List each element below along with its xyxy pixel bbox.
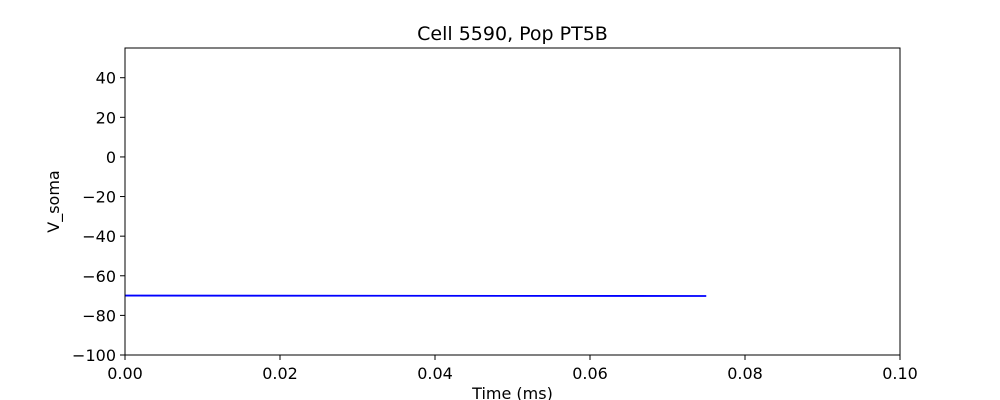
y-tick-label: −100	[72, 346, 116, 365]
x-tick-label: 0.00	[107, 364, 143, 383]
y-tick-label: −80	[82, 306, 116, 325]
y-tick-label: −20	[82, 188, 116, 207]
x-tick-label: 0.04	[417, 364, 453, 383]
chart-title: Cell 5590, Pop PT5B	[417, 23, 608, 45]
axes-frame	[124, 47, 901, 356]
y-tick-label: 0	[106, 148, 116, 167]
y-axis-ticks: −100 −80 −60 −40 −20 0 20 40	[72, 69, 125, 365]
y-tick-label: 20	[96, 108, 116, 127]
x-tick-label: 0.08	[727, 364, 763, 383]
x-axis-label: Time (ms)	[471, 384, 553, 400]
y-tick-label: −40	[82, 227, 116, 246]
y-axis-label: V_soma	[44, 170, 64, 232]
x-tick-label: 0.06	[572, 364, 608, 383]
x-tick-label: 0.10	[882, 364, 918, 383]
x-tick-label: 0.02	[262, 364, 298, 383]
y-tick-label: 40	[96, 69, 116, 88]
y-tick-label: −60	[82, 267, 116, 286]
x-axis-ticks: 0.00 0.02 0.04 0.06 0.08 0.10	[107, 355, 918, 383]
